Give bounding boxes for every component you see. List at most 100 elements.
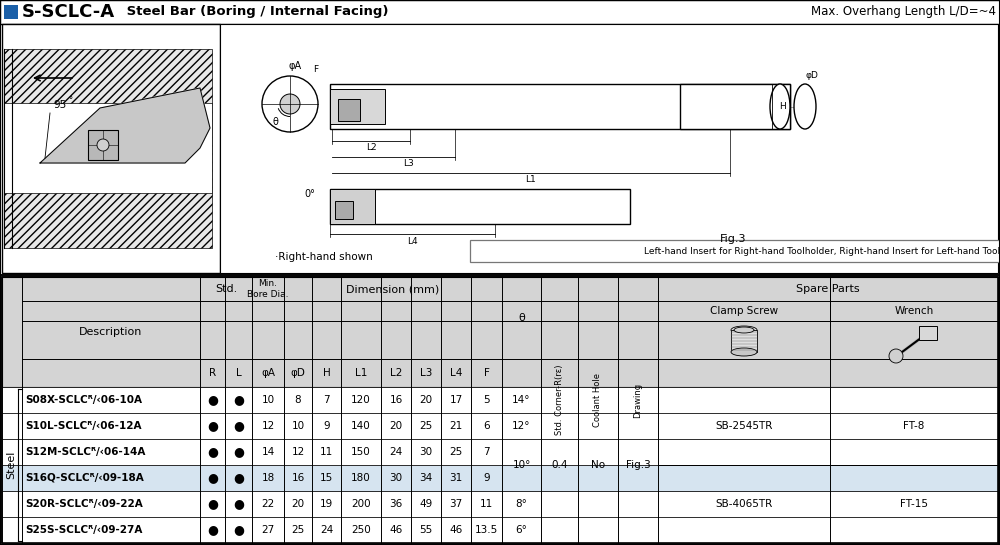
Text: 16: 16 bbox=[389, 395, 403, 405]
Text: 180: 180 bbox=[351, 473, 371, 483]
Text: 46: 46 bbox=[389, 525, 403, 535]
Bar bbox=[2, 413, 998, 439]
Bar bbox=[680, 84, 790, 129]
Text: 10: 10 bbox=[261, 395, 275, 405]
Text: SB-2545TR: SB-2545TR bbox=[715, 421, 773, 431]
Text: ●: ● bbox=[233, 524, 244, 536]
Text: Std. Corner-R(rε): Std. Corner-R(rε) bbox=[555, 365, 564, 435]
Bar bbox=[4, 103, 212, 193]
Text: S08X-SCLCᴿ/‹06-10A: S08X-SCLCᴿ/‹06-10A bbox=[25, 395, 142, 405]
Bar bbox=[0, 0, 1000, 275]
Text: ●: ● bbox=[207, 471, 218, 485]
Bar bbox=[338, 99, 360, 121]
Bar bbox=[220, 24, 998, 273]
Text: L: L bbox=[236, 368, 241, 378]
Bar bbox=[470, 240, 1000, 262]
Text: S16Q-SCLCᴿ/‹09-18A: S16Q-SCLCᴿ/‹09-18A bbox=[25, 473, 144, 483]
Text: Drawing: Drawing bbox=[634, 383, 642, 417]
Text: 11: 11 bbox=[480, 499, 493, 509]
Text: 24: 24 bbox=[389, 447, 403, 457]
Text: ●: ● bbox=[207, 420, 218, 433]
Text: 10: 10 bbox=[291, 421, 305, 431]
Text: 15: 15 bbox=[320, 473, 333, 483]
Text: S10L-SCLCᴿ/‹06-12A: S10L-SCLCᴿ/‹06-12A bbox=[25, 421, 142, 431]
Text: Fig.3: Fig.3 bbox=[626, 460, 650, 470]
Text: 46: 46 bbox=[449, 525, 463, 535]
Bar bbox=[330, 189, 375, 224]
Text: 25: 25 bbox=[291, 525, 305, 535]
Text: 16: 16 bbox=[291, 473, 305, 483]
Text: 150: 150 bbox=[351, 447, 371, 457]
Text: 17: 17 bbox=[449, 395, 463, 405]
Text: φA: φA bbox=[261, 368, 275, 378]
Text: 200: 200 bbox=[351, 499, 371, 509]
Text: F: F bbox=[313, 65, 319, 75]
Bar bbox=[2, 387, 998, 413]
Text: °: ° bbox=[68, 96, 72, 106]
Text: 25: 25 bbox=[449, 447, 463, 457]
Text: 20: 20 bbox=[389, 421, 403, 431]
Ellipse shape bbox=[770, 84, 790, 129]
Text: S12M-SCLCᴿ/‹06-14A: S12M-SCLCᴿ/‹06-14A bbox=[25, 447, 145, 457]
Bar bbox=[0, 0, 1000, 24]
Text: 0°: 0° bbox=[305, 189, 315, 199]
Text: L2: L2 bbox=[366, 143, 376, 153]
Text: 7: 7 bbox=[323, 395, 330, 405]
Text: S25S-SCLCᴿ/‹09-27A: S25S-SCLCᴿ/‹09-27A bbox=[25, 525, 142, 535]
Text: 55: 55 bbox=[419, 525, 433, 535]
Bar bbox=[2, 465, 998, 491]
Text: Dimension (mm): Dimension (mm) bbox=[346, 284, 440, 294]
Bar bbox=[2, 491, 998, 517]
Text: 10°: 10° bbox=[512, 460, 531, 470]
Text: 95: 95 bbox=[53, 100, 67, 110]
Text: H: H bbox=[779, 102, 785, 111]
Text: L3: L3 bbox=[420, 368, 432, 378]
Bar bbox=[330, 84, 790, 129]
Text: 140: 140 bbox=[351, 421, 371, 431]
Text: 8: 8 bbox=[295, 395, 301, 405]
Text: ●: ● bbox=[233, 471, 244, 485]
Text: ●: ● bbox=[207, 498, 218, 511]
Text: L2: L2 bbox=[390, 368, 402, 378]
Text: 7: 7 bbox=[483, 447, 490, 457]
Text: 36: 36 bbox=[389, 499, 403, 509]
Text: φD: φD bbox=[806, 71, 818, 81]
Bar bbox=[2, 277, 998, 543]
Bar bbox=[0, 0, 1000, 275]
Text: 20: 20 bbox=[291, 499, 305, 509]
Bar bbox=[330, 89, 385, 124]
Text: Steel: Steel bbox=[6, 451, 16, 479]
Bar bbox=[2, 277, 998, 543]
Text: 5: 5 bbox=[483, 395, 490, 405]
Text: φA: φA bbox=[288, 61, 302, 71]
Ellipse shape bbox=[731, 326, 757, 334]
Text: L4: L4 bbox=[407, 237, 418, 245]
Text: 20: 20 bbox=[419, 395, 433, 405]
Bar bbox=[2, 24, 220, 273]
Text: Steel Bar (Boring / Internal Facing): Steel Bar (Boring / Internal Facing) bbox=[122, 5, 388, 19]
Polygon shape bbox=[40, 88, 210, 163]
Text: R: R bbox=[209, 368, 216, 378]
Text: ●: ● bbox=[207, 393, 218, 407]
Text: ●: ● bbox=[233, 393, 244, 407]
Text: 49: 49 bbox=[419, 499, 433, 509]
Bar bbox=[2, 439, 998, 465]
Text: Clamp Screw: Clamp Screw bbox=[710, 306, 778, 316]
Text: 25: 25 bbox=[419, 421, 433, 431]
Text: Max. Overhang Length L/D=~4: Max. Overhang Length L/D=~4 bbox=[811, 5, 996, 19]
Text: φD: φD bbox=[291, 368, 305, 378]
Bar bbox=[335, 201, 353, 219]
Ellipse shape bbox=[731, 348, 757, 356]
Ellipse shape bbox=[794, 84, 816, 129]
Text: 19: 19 bbox=[320, 499, 333, 509]
Text: Coolant Hole: Coolant Hole bbox=[594, 373, 602, 427]
Text: ●: ● bbox=[233, 445, 244, 458]
Text: Fig.3: Fig.3 bbox=[720, 234, 746, 244]
Text: ●: ● bbox=[207, 445, 218, 458]
Text: 13.5: 13.5 bbox=[475, 525, 498, 535]
Bar bbox=[731, 330, 757, 352]
Text: SB-4065TR: SB-4065TR bbox=[715, 499, 773, 509]
Bar bbox=[2, 517, 998, 543]
Text: 34: 34 bbox=[419, 473, 433, 483]
Text: FT-8: FT-8 bbox=[903, 421, 925, 431]
